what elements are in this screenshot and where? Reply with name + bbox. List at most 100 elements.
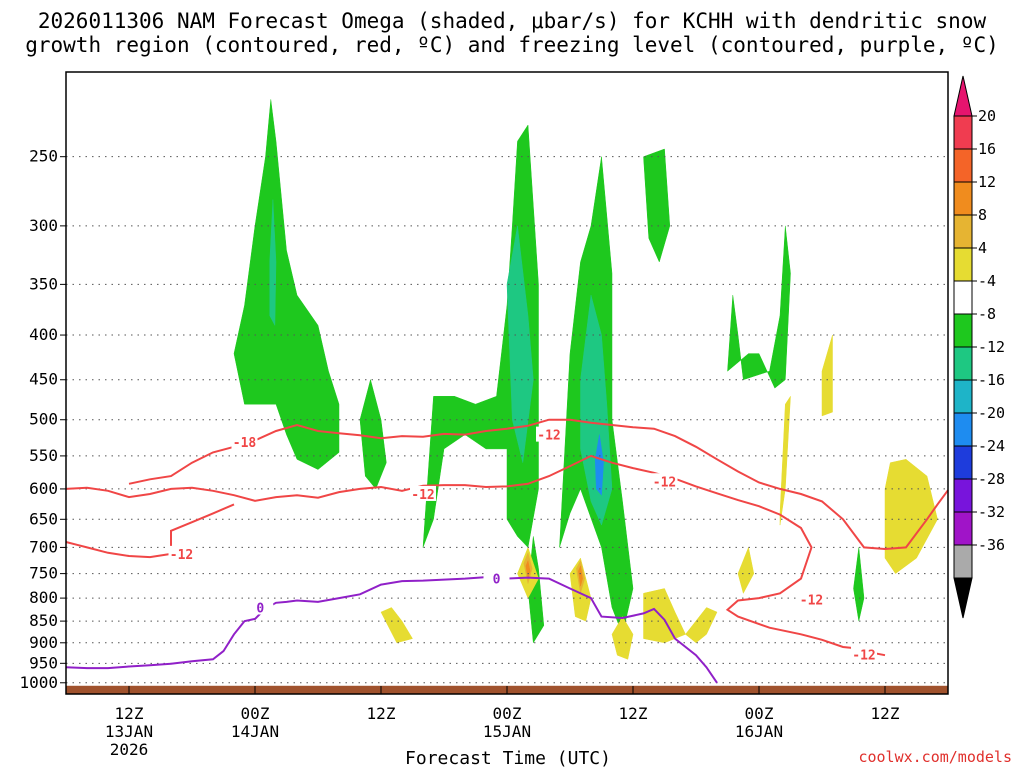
contour-label-3-1: 0 — [493, 573, 501, 588]
colorbar-label-7: -12 — [978, 338, 1005, 356]
x-tick-label-6-0: 12Z — [871, 704, 900, 723]
chart-title-line-2: growth region (contoured, red, ºC) and f… — [25, 33, 999, 57]
colorbar-label-10: -24 — [978, 437, 1005, 455]
omega-region-7 — [594, 434, 604, 496]
omega-region-15 — [611, 616, 634, 660]
contour-label-0-0: -18 — [233, 436, 257, 451]
omega-region-9 — [727, 225, 791, 389]
credit-text: coolwx.com/models — [858, 748, 1012, 766]
contour-label-1-1: -12 — [653, 475, 676, 490]
y-tick-label-850: 850 — [29, 611, 58, 630]
contour-series-0 — [128, 418, 949, 551]
y-tick-label-500: 500 — [29, 410, 58, 429]
pressure-grid — [66, 156, 948, 684]
contour-label-2-3: -12 — [800, 594, 823, 609]
contour-label-2-1: -12 — [411, 488, 434, 503]
omega-region-8 — [643, 148, 671, 263]
x-tick-label-0-2: 2026 — [110, 740, 149, 759]
omega-region-1 — [269, 199, 277, 326]
colorbar-bottom-arrow — [953, 577, 973, 619]
colorbar-label-1: 16 — [978, 140, 996, 158]
omega-region-24 — [525, 559, 531, 579]
y-tick-label-750: 750 — [29, 564, 58, 583]
colorbar-label-4: 4 — [978, 239, 987, 257]
colorbar-top-arrow — [953, 75, 973, 117]
contour-label-bg-3-1 — [483, 570, 510, 586]
y-tick-label-450: 450 — [29, 370, 58, 389]
omega-region-25 — [578, 564, 583, 587]
colorbar-box-8 — [953, 379, 973, 414]
colorbar-label-5: -4 — [978, 272, 996, 290]
x-tick-label-2-0: 12Z — [367, 704, 396, 723]
x-tick-label-5-1: 16JAN — [735, 722, 783, 741]
x-tick-label-3-0: 00Z — [493, 704, 522, 723]
colorbar-label-3: 8 — [978, 206, 987, 224]
y-tick-label-1000: 1000 — [19, 673, 58, 692]
y-tick-label-700: 700 — [29, 537, 58, 556]
contour-label-bg-2-0 — [168, 545, 195, 561]
omega-region-12 — [380, 607, 413, 644]
y-tick-label-400: 400 — [29, 325, 58, 344]
x-tick-label-0-1: 13JAN — [105, 722, 153, 741]
contour-label-bg-1-0 — [536, 426, 562, 442]
colorbar-box-4 — [953, 247, 973, 282]
y-tick-label-950: 950 — [29, 653, 58, 672]
omega-region-3 — [422, 124, 539, 548]
omega-region-11 — [853, 547, 865, 622]
x-tick-label-4-0: 12Z — [619, 704, 648, 723]
y-tick-label-350: 350 — [29, 274, 58, 293]
colorbar-box-7 — [953, 346, 973, 381]
colorbar-label-13: -36 — [978, 536, 1005, 554]
colorbar-box-13 — [953, 544, 973, 579]
contour-label-bg-1-1 — [651, 473, 678, 489]
y-tick-label-600: 600 — [29, 479, 58, 498]
x-tick-label-3-1: 15JAN — [483, 722, 531, 741]
colorbar-box-3 — [953, 214, 973, 249]
y-tick-label-250: 250 — [29, 147, 58, 166]
contour-label-1-0: -12 — [537, 429, 560, 444]
x-tick-label-5-0: 00Z — [745, 704, 774, 723]
colorbar-label-8: -16 — [978, 371, 1005, 389]
y-tick-label-800: 800 — [29, 588, 58, 607]
colorbar-box-6 — [953, 313, 973, 348]
contour-label-2-2: -12 — [852, 648, 875, 663]
contour-series-3 — [65, 576, 718, 684]
colorbar-box-2 — [953, 181, 973, 216]
colorbar-box-1 — [953, 148, 973, 183]
contour-label-bg-2-1 — [410, 485, 436, 501]
colorbar-label-12: -32 — [978, 503, 1005, 521]
colorbar-box-12 — [953, 511, 973, 546]
colorbar-legend: 20 16 12 8 4 -4 -8 -12 -16 -20 -24 -28 -32 -36 — [953, 75, 1005, 619]
x-tick-label-1-1: 14JAN — [231, 722, 279, 741]
contour-series-2 — [65, 503, 235, 559]
contour-label-bg-3-0 — [247, 599, 274, 615]
contour-series-1 — [65, 454, 886, 657]
omega-region-18 — [737, 546, 755, 594]
colorbar-box-9 — [953, 412, 973, 447]
omega-shading — [233, 99, 938, 660]
colorbar-label-2: 12 — [978, 173, 996, 191]
y-tick-label-650: 650 — [29, 509, 58, 528]
contour-label-bg-2-2 — [851, 646, 877, 662]
omega-region-19 — [779, 395, 791, 526]
y-tick-label-550: 550 — [29, 446, 58, 465]
contour-label-2-0: -12 — [170, 548, 193, 563]
colorbar-box-10 — [953, 445, 973, 480]
x-tick-label-1-0: 00Z — [241, 704, 270, 723]
omega-region-17 — [685, 607, 718, 644]
y-tick-label-300: 300 — [29, 216, 58, 235]
colorbar-box-11 — [953, 478, 973, 513]
omega-region-2 — [359, 378, 387, 490]
contour-label-bg-2-3 — [798, 591, 825, 607]
colorbar-label-0: 20 — [978, 107, 996, 125]
y-tick-label-900: 900 — [29, 633, 58, 652]
chart-title-line-1: 2026011306 NAM Forecast Omega (shaded, μ… — [38, 9, 987, 33]
x-axis-title: Forecast Time (UTC) — [405, 748, 611, 768]
contour-label-3-0: 0 — [256, 601, 264, 616]
colorbar-box-5 — [953, 280, 973, 315]
contour-label-bg-0-0 — [231, 433, 258, 449]
temperature-contours: -18 -12 -12 -12 -12 -12 -12 0 0 — [65, 418, 949, 684]
colorbar-box-0 — [953, 115, 973, 150]
